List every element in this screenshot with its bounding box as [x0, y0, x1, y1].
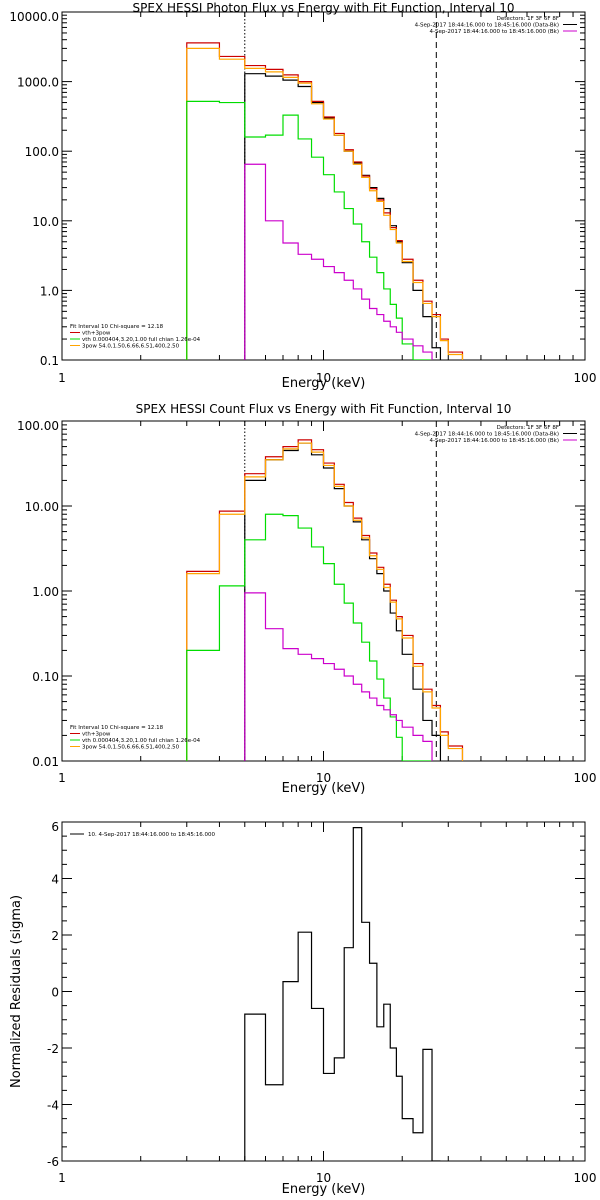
- legend-entry: Fit Interval 10 Chi-square = 12.18: [70, 324, 164, 330]
- legend-entry: 4-Sep-2017 18:44:16.000 to 18:45:16.000 …: [430, 438, 560, 444]
- y-tick-label: 6: [51, 820, 59, 834]
- chart-2: SPEX HESSI Count Flux vs Energy with Fit…: [17, 402, 596, 796]
- legend-entry: 3pow 54.0,1.50,6.66,6.51,400,2.50: [82, 745, 180, 751]
- x-tick-label: 10: [316, 371, 331, 385]
- y-tick-label: -4: [47, 1099, 59, 1113]
- x-axis-label: Energy (keV): [282, 1182, 366, 1197]
- legend-entry: 10. 4-Sep-2017 18:44:16.000 to 18:45:16.…: [88, 832, 215, 838]
- series-line-1: [244, 442, 442, 761]
- x-tick-label: 100: [574, 371, 597, 385]
- legend-entry: vth+3pow: [82, 331, 111, 337]
- chart-3: 1 10 100 -6 -4 -2 0 2 4 6 Energy (keV) Normalized R…: [9, 820, 596, 1197]
- legend-entry: 4-Sep-2017 18:44:16.000 to 18:45:16.000 …: [430, 29, 560, 35]
- y-tick-label: 100.00: [17, 419, 59, 433]
- x-tick-label: 1: [58, 771, 66, 785]
- chart-title: SPEX HESSI Count Flux vs Energy with Fit…: [136, 402, 512, 416]
- y-tick-label: 0.1: [40, 354, 59, 368]
- y-tick-label: -2: [47, 1042, 59, 1056]
- chart-1: SPEX HESSI Photon Flux vs Energy with Fi…: [9, 1, 596, 391]
- y-axis-label: Normalized Residuals (sigma): [9, 895, 24, 1088]
- x-axis-label: Energy (keV): [282, 781, 366, 796]
- series-line-3: [186, 442, 464, 761]
- y-tick-label: 1000.0: [17, 76, 59, 90]
- y-tick-label: 10.00: [25, 500, 59, 514]
- series-line-3: [186, 47, 464, 360]
- series-line-1: [244, 827, 441, 1161]
- legend-entry: 4-Sep-2017 18:44:16.000 to 18:45:16.000 …: [415, 432, 559, 438]
- series-line-2: [186, 439, 464, 761]
- series-line-5: [244, 592, 433, 761]
- legend-entry: 4-Sep-2017 18:44:16.000 to 18:45:16.000 …: [415, 23, 559, 29]
- x-tick-label: 1: [58, 1171, 66, 1185]
- legend-entry: 3pow 54.0,1.50,6.66,6.51,400,2.50: [82, 344, 180, 350]
- y-tick-label: 0.10: [32, 670, 59, 684]
- y-tick-label: 0.01: [32, 755, 59, 769]
- legend-entry: Detectors: 1F 3F 6F 8F: [497, 16, 559, 22]
- legend-entry: Detectors: 1F 3F 6F 8F: [497, 425, 559, 431]
- y-tick-label: 2: [51, 929, 59, 943]
- x-tick-label: 1: [58, 371, 66, 385]
- legend-entry: vth 0.000404,3.20,1.00 full chian 1.26e-…: [82, 738, 201, 744]
- series-line-1: [244, 73, 442, 360]
- x-tick-label: 100: [574, 1171, 597, 1185]
- x-tick-label: 100: [574, 771, 597, 785]
- plot-frame: [61, 11, 586, 361]
- series-line-5: [244, 163, 433, 360]
- y-tick-label: 0: [51, 986, 59, 1000]
- legend-entry: Fit Interval 10 Chi-square = 12.18: [70, 725, 164, 731]
- y-tick-label: 1.0: [40, 284, 59, 298]
- y-tick-label: 10000.0: [9, 10, 59, 24]
- series-line-4: [186, 100, 433, 360]
- y-tick-label: 100.0: [25, 145, 59, 159]
- series-line-2: [186, 42, 464, 360]
- y-tick-label: -6: [47, 1155, 59, 1169]
- legend-entry: vth 0.000404,3.20,1.00 full chian 1.26e-…: [82, 337, 201, 343]
- plot-frame: [61, 821, 586, 1162]
- legend-entry: vth+3pow: [82, 732, 111, 738]
- plot-frame: [61, 420, 586, 762]
- y-tick-label: 10.0: [32, 215, 59, 229]
- y-tick-label: 4: [51, 873, 59, 887]
- x-tick-label: 10: [316, 1171, 331, 1185]
- x-tick-label: 10: [316, 771, 331, 785]
- x-axis-label: Energy (keV): [282, 376, 366, 391]
- y-tick-label: 1.00: [32, 585, 59, 599]
- series-line-4: [186, 513, 433, 761]
